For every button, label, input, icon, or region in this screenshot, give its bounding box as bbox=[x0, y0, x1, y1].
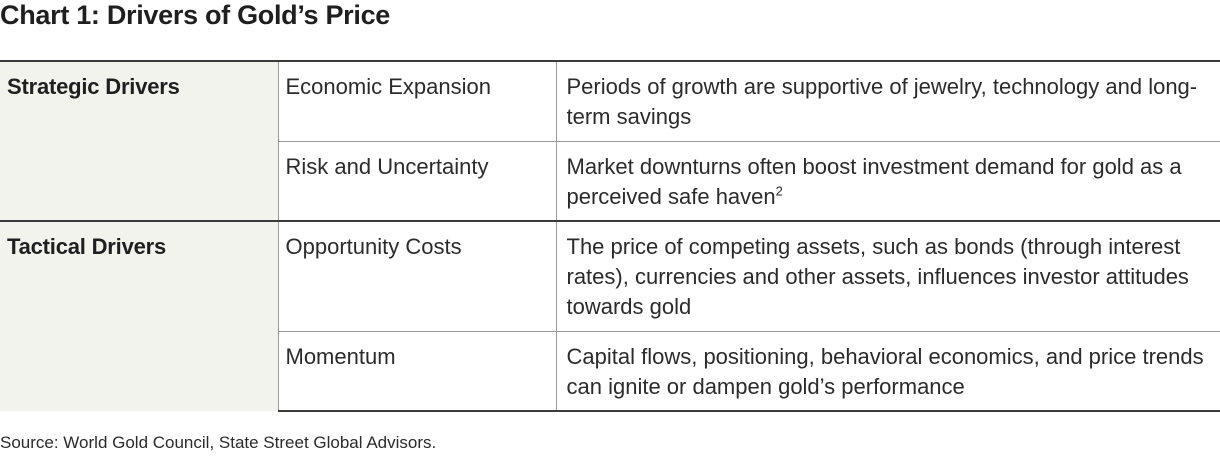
table-row: Risk and Uncertainty Market downturns of… bbox=[0, 140, 1220, 222]
driver-name: Economic Expansion bbox=[278, 60, 557, 141]
description-text: The price of competing assets, such as b… bbox=[566, 234, 1189, 319]
group-label-strategic-drivers: Strategic Drivers bbox=[0, 60, 279, 221]
drivers-table: Strategic Drivers Economic Expansion Per… bbox=[0, 60, 1220, 412]
driver-description: Capital flows, positioning, behavioral e… bbox=[556, 330, 1220, 412]
chart-title: Chart 1: Drivers of Gold’s Price bbox=[0, 0, 391, 30]
source-note: Source: World Gold Council, State Street… bbox=[0, 433, 437, 452]
table-row: Tactical Drivers Opportunity Costs The p… bbox=[0, 220, 1220, 411]
group-label-tactical-drivers: Tactical Drivers bbox=[0, 220, 279, 411]
description-text: Periods of growth are supportive of jewe… bbox=[566, 74, 1198, 129]
driver-name: Risk and Uncertainty bbox=[278, 140, 557, 222]
description-text: Market downturns often boost investment … bbox=[566, 153, 1182, 209]
table-row: Strategic Drivers Economic Expansion Per… bbox=[0, 60, 1220, 221]
drivers-table-container: Strategic Drivers Economic Expansion Per… bbox=[0, 60, 1220, 412]
driver-description: Periods of growth are supportive of jewe… bbox=[556, 60, 1220, 141]
description-text: Capital flows, positioning, behavioral e… bbox=[566, 343, 1204, 399]
driver-description: Market downturns often boost investment … bbox=[556, 140, 1220, 222]
table-row: Momentum Capital flows, positioning, beh… bbox=[0, 330, 1220, 412]
driver-name: Opportunity Costs bbox=[278, 220, 557, 331]
footnote-marker: 2 bbox=[775, 183, 783, 199]
driver-description: The price of competing assets, such as b… bbox=[556, 220, 1220, 331]
driver-name: Momentum bbox=[278, 330, 557, 412]
